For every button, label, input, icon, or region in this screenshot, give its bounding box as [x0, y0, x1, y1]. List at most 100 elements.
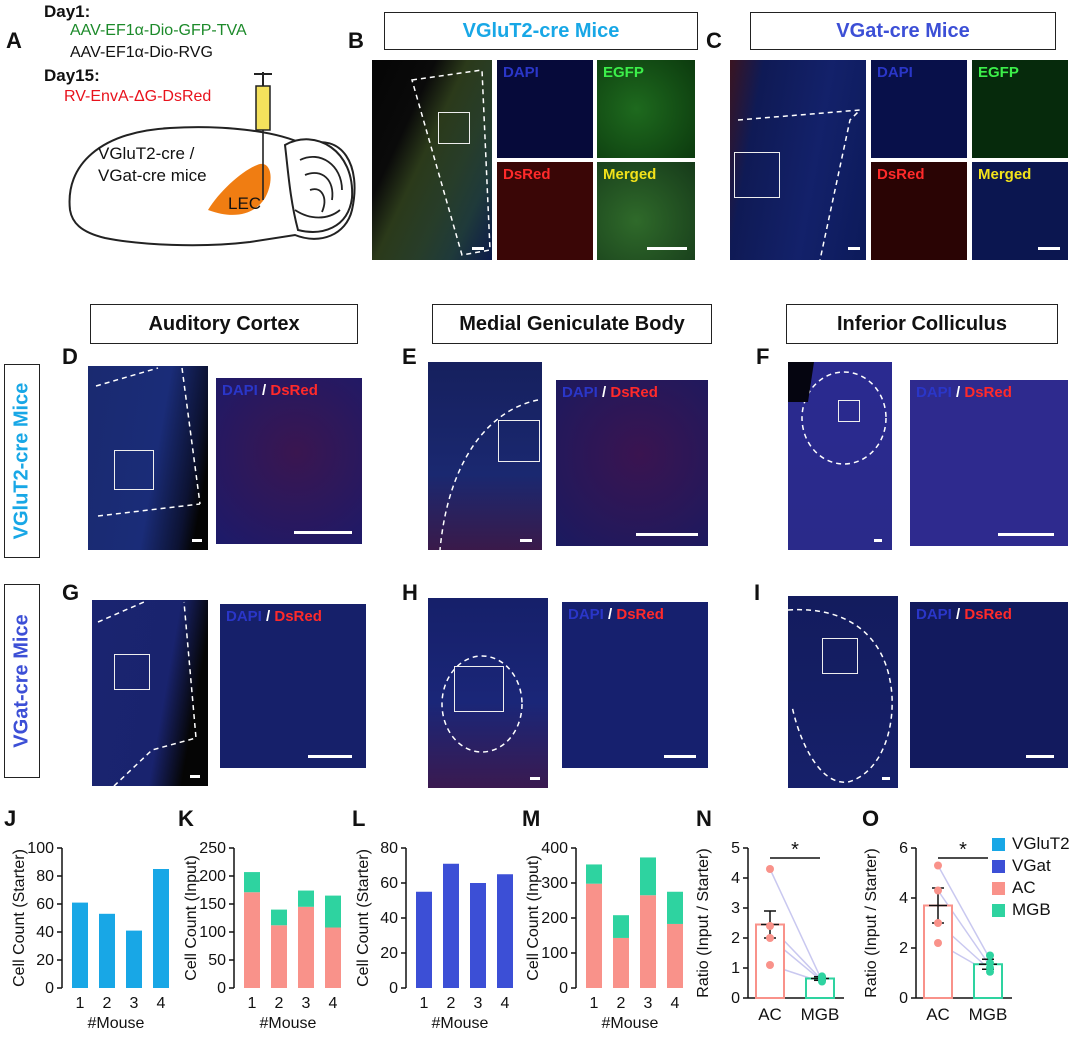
- scale-bar: [192, 539, 202, 542]
- bar-mouse-1: [72, 902, 88, 988]
- roi-box: [498, 420, 540, 462]
- legend: VGluT2 VGat AC MGB: [992, 834, 1078, 922]
- x-tick-label: 2: [617, 995, 626, 1012]
- bar-mouse-2: [99, 913, 115, 988]
- dapi-label: DAPI: [503, 64, 539, 81]
- y-axis-label: Ratio (Input / Starter): [863, 848, 880, 997]
- x-tick-label: 1: [420, 995, 429, 1012]
- y-tick-label: 80: [380, 840, 398, 857]
- bar-mgb-1: [244, 872, 260, 893]
- bar-mouse-3: [470, 883, 486, 988]
- title-auditory-cortex: Auditory Cortex: [90, 304, 358, 344]
- y-tick-label: 100: [541, 945, 568, 962]
- roi-box: [454, 666, 504, 712]
- vglut2-lec-overview: [372, 60, 492, 260]
- bar-mouse-1: [416, 891, 432, 988]
- y-tick-label: 300: [541, 875, 568, 892]
- y-tick-label: 20: [380, 945, 398, 962]
- bar-mgb-4: [667, 891, 683, 924]
- y-tick-label: 4: [899, 890, 908, 907]
- dapi-dsred-label: DAPI / DsRed: [916, 606, 1012, 623]
- brain-outline: [68, 126, 356, 247]
- data-point: [986, 967, 994, 976]
- vglut2-dapi-tile: DAPI: [497, 60, 593, 158]
- panel-label-b: B: [348, 28, 364, 53]
- x-tick-label: AC: [758, 1005, 782, 1024]
- paired-line: [937, 890, 989, 964]
- vgat-dsred-tile: DsRed: [871, 162, 967, 260]
- data-point: [818, 977, 826, 986]
- data-point: [766, 934, 774, 942]
- scale-bar: [882, 777, 890, 780]
- d-zoom: DAPI / DsRed: [216, 378, 362, 544]
- scale-bar: [190, 775, 200, 778]
- dapi-dsred-label: DAPI / DsRed: [916, 384, 1012, 401]
- dapi-dsred-label: DAPI / DsRed: [568, 606, 664, 623]
- bar-ac-3: [640, 895, 656, 988]
- data-point: [934, 939, 942, 947]
- day15-label: Day15:: [44, 66, 100, 85]
- day1-label: Day1:: [44, 2, 91, 21]
- paired-line: [769, 868, 821, 977]
- panel-label-d: D: [62, 344, 78, 369]
- y-tick-label: 150: [199, 896, 226, 913]
- y-tick-label: 1: [731, 960, 740, 977]
- bar-ac-4: [667, 923, 683, 988]
- dsred-label: DsRed: [877, 166, 925, 183]
- y-tick-label: 2: [731, 930, 740, 947]
- e-overview: [428, 362, 542, 550]
- y-tick-label: 100: [27, 840, 54, 857]
- scale-bar: [998, 533, 1054, 536]
- dapi-dsred-label: DAPI / DsRed: [226, 608, 322, 625]
- panel-label-i: I: [754, 580, 761, 605]
- y-tick-label: 200: [541, 910, 568, 927]
- panel-label-g: G: [62, 580, 80, 605]
- panel-label-a: A: [6, 28, 22, 53]
- y-tick-label: 250: [199, 840, 226, 857]
- x-tick-label: 1: [590, 995, 599, 1012]
- y-axis-label: Cell Count (Starter): [11, 849, 28, 987]
- y-tick-label: 6: [899, 840, 908, 857]
- x-tick-label: 3: [474, 995, 483, 1012]
- panel-label-n: N: [696, 806, 712, 831]
- scale-bar: [1038, 247, 1060, 250]
- vgat-lec-overview: [730, 60, 866, 260]
- chart-o: 0 2 4 6 Ratio (Input / Starter) AC MGB *: [863, 839, 1012, 1024]
- dapi-dsred-label: DAPI / DsRed: [562, 384, 658, 401]
- panel-label-c: C: [706, 28, 722, 53]
- data-point: [766, 865, 774, 873]
- bar-ac-2: [271, 925, 287, 988]
- row-label-vgat: VGat-cre Mice: [4, 584, 40, 778]
- h-overview: [428, 598, 548, 788]
- title-inferior-colliculus: Inferior Colliculus: [786, 304, 1058, 344]
- y-tick-label: 0: [389, 980, 398, 997]
- panel-label-l: L: [352, 806, 366, 831]
- y-tick-label: 0: [45, 980, 54, 997]
- bar-ac-1: [244, 892, 260, 988]
- i-overview: [788, 596, 898, 788]
- bar-mgb-3: [640, 857, 656, 896]
- x-axis-label: #Mouse: [432, 1015, 489, 1032]
- y-tick-label: 4: [731, 870, 740, 887]
- y-tick-label: 3: [731, 900, 740, 917]
- scale-bar: [472, 247, 484, 250]
- panel-label-h: H: [402, 580, 418, 605]
- bar-mgb-1: [586, 864, 602, 884]
- virus1-text: AAV-EF1α-Dio-GFP-TVA: [70, 22, 247, 39]
- x-axis-label: #Mouse: [602, 1015, 659, 1032]
- scale-bar: [848, 247, 860, 250]
- paired-line: [937, 865, 989, 956]
- virus2-text: AAV-EF1α-Dio-RVG: [70, 44, 213, 61]
- dapi-label: DAPI: [877, 64, 913, 81]
- chart-n: 0 1 2 3 4 5 Ratio (Input / Starter) AC MGB *: [695, 839, 844, 1024]
- d-overview: [88, 366, 208, 550]
- y-axis-label: Cell Count (Input): [525, 855, 542, 980]
- vgat-egfp-tile: EGFP: [972, 60, 1068, 158]
- g-overview: [92, 600, 208, 786]
- y-tick-label: 100: [199, 924, 226, 941]
- bar-ac-3: [298, 906, 314, 988]
- scale-bar: [520, 539, 532, 542]
- roi-box: [734, 152, 780, 198]
- legend-item: AC: [992, 878, 1078, 900]
- x-tick-label: 4: [501, 995, 510, 1012]
